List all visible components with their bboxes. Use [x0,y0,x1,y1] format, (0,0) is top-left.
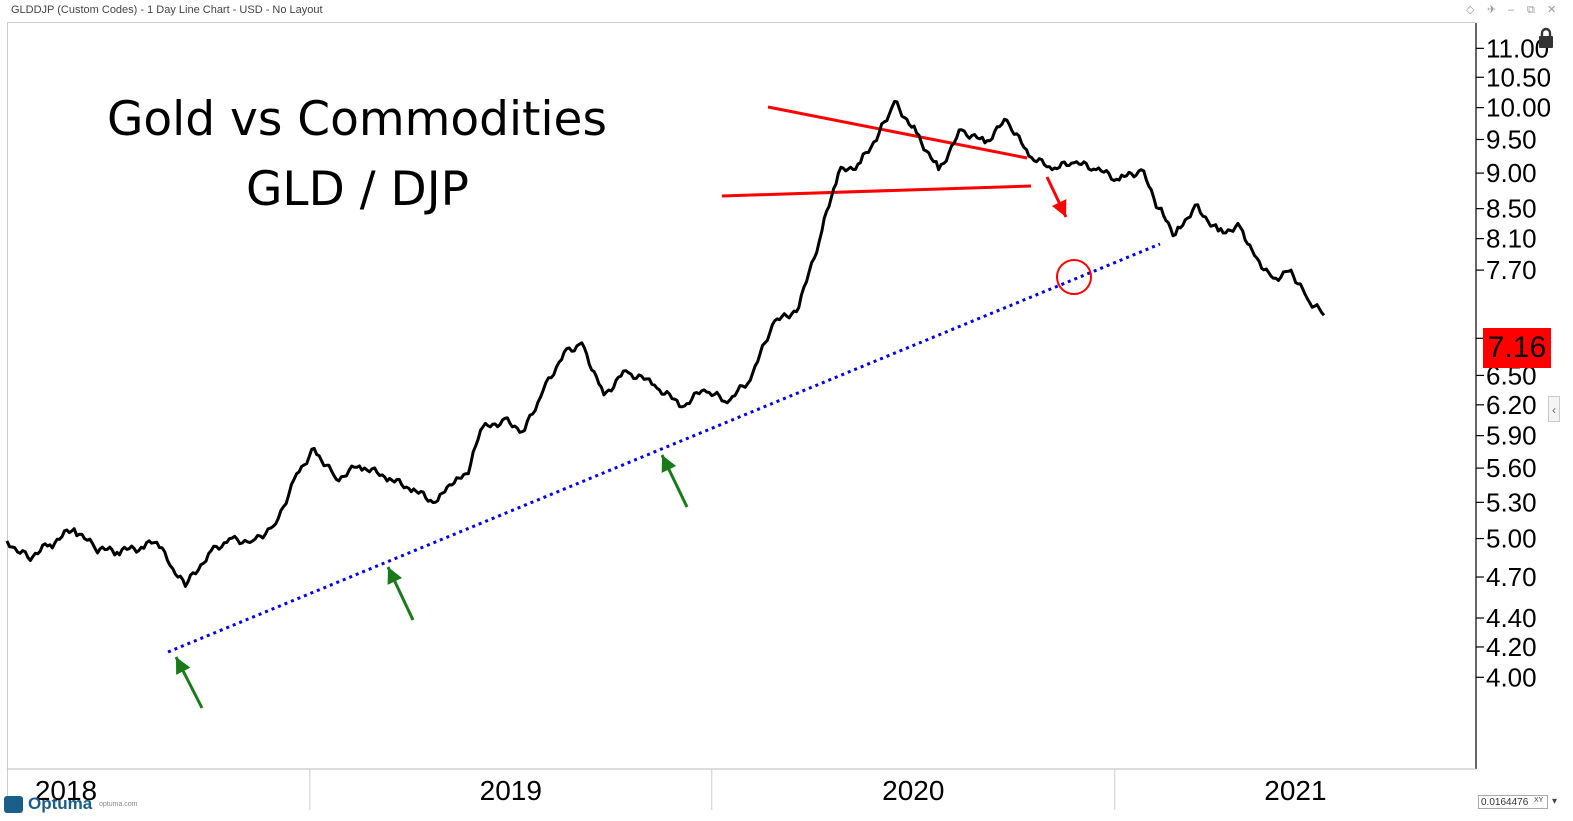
green-arrow-2-head [387,567,403,585]
breakdown-circle [1056,259,1092,295]
y-tick-label: 9.50 [1486,124,1537,154]
y-tick-label: 5.00 [1486,524,1537,554]
support-trendline [167,242,1161,654]
series-layer [5,99,1326,588]
triangle-lower-line [721,184,1032,198]
y-tick-label: 4.20 [1486,632,1537,662]
window-title: GLDDJP (Custom Codes) - 1 Day Line Chart… [11,4,323,16]
chart-area[interactable] [7,22,1476,810]
y-tick-label: 6.20 [1486,390,1537,420]
close-icon[interactable]: ✕ [1547,4,1557,16]
pin-icon[interactable]: ✈ [1487,4,1497,16]
resize-icon[interactable]: ▾ [1552,796,1558,807]
window-titlebar: GLDDJP (Custom Codes) - 1 Day Line Chart… [0,0,1573,22]
axis-layer: 11.0010.5010.009.509.008.508.107.706.906… [1475,23,1551,769]
optuma-url: optuma.com [99,801,138,808]
y-tick-label: 8.50 [1486,194,1537,224]
xy-toggle[interactable]: XY [1534,797,1544,804]
y-tick-label: 7.70 [1486,255,1537,285]
y-tick-label: 8.10 [1486,224,1537,254]
x-year-label: 2019 [480,775,542,806]
diamond-icon[interactable]: ◇ [1466,4,1475,16]
restore-icon[interactable]: ⧉ [1527,4,1535,16]
x-year-label: 2020 [882,775,944,806]
collapse-panel-icon[interactable]: ‹ [1548,396,1560,422]
drawings-layer [167,105,1161,709]
green-arrow-3-head [661,455,677,473]
y-tick-label: 5.60 [1486,453,1537,483]
last-price-badge: 7.16 [1483,328,1551,368]
y-tick-label: 9.00 [1486,158,1537,188]
green-arrow-1-head [176,657,191,675]
y-tick-label: 4.40 [1486,603,1537,633]
y-tick-label: 5.90 [1486,421,1537,451]
date-axis-layer: 2018 2019 2020 2021 [0,768,1573,821]
zoom-readout[interactable]: 0.0164476 [1478,795,1548,809]
footer-strip [0,810,1573,821]
y-tick-label: 11.00 [1486,33,1549,63]
red-arrow-head [1051,199,1067,217]
y-tick-label: 10.00 [1486,93,1551,123]
optuma-logo-text: Optuma [28,794,93,813]
chart-subtitle: GLD / DJP [246,162,469,217]
y-tick-label: 4.00 [1486,662,1537,692]
y-tick-label: 4.70 [1486,562,1537,592]
price-series-line [5,99,1326,588]
lock-icon[interactable] [1536,27,1556,49]
triangle-upper-line [767,105,1028,160]
y-tick-label: 10.50 [1486,62,1551,92]
x-year-label: 2021 [1264,775,1326,806]
y-tick-label: 5.30 [1486,487,1537,517]
chart-title: Gold vs Commodities [107,92,607,147]
optuma-logo-mark [4,796,23,813]
minimize-icon[interactable]: – [1508,4,1515,16]
x-year-label: 2018 [35,775,97,806]
